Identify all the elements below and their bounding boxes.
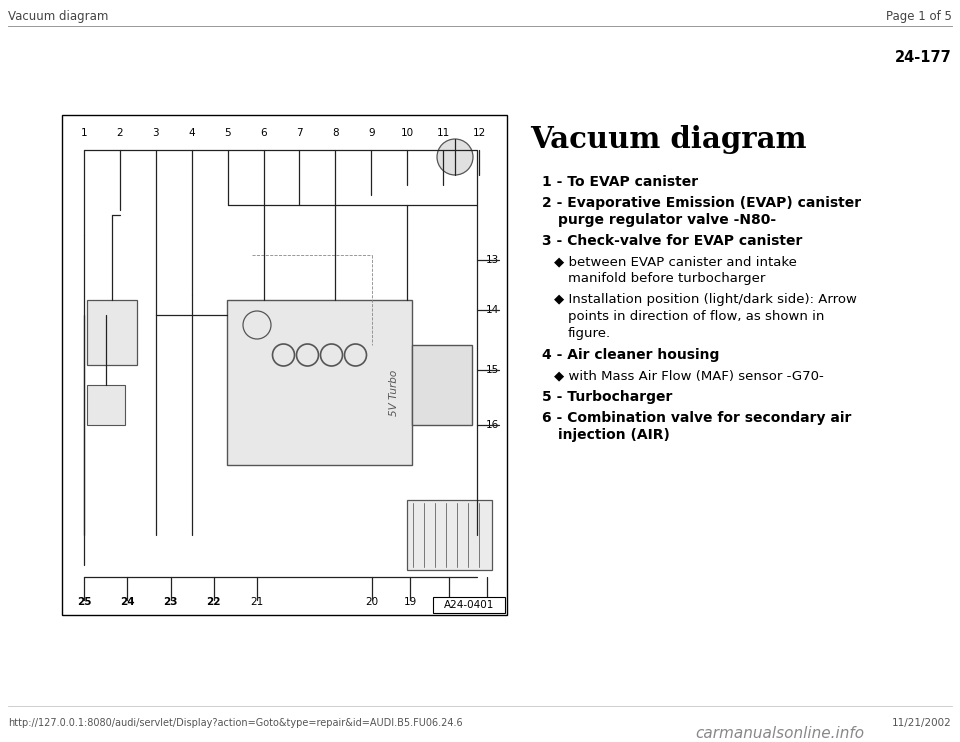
Text: 2 - Evaporative Emission (EVAP) canister: 2 - Evaporative Emission (EVAP) canister [542, 196, 861, 210]
Text: 18: 18 [442, 597, 455, 607]
Text: manifold before turbocharger: manifold before turbocharger [568, 272, 765, 285]
Text: 20: 20 [366, 597, 378, 607]
Text: 12: 12 [472, 128, 486, 138]
Text: 14: 14 [486, 305, 499, 315]
Text: 2: 2 [116, 128, 123, 138]
Text: 10: 10 [400, 128, 414, 138]
Circle shape [437, 139, 473, 175]
Text: 6: 6 [260, 128, 267, 138]
Text: 11/21/2002: 11/21/2002 [892, 718, 952, 728]
Bar [87, 300, 137, 365]
Text: 5: 5 [225, 128, 231, 138]
Text: 1 - To EVAP canister: 1 - To EVAP canister [542, 175, 698, 189]
Text: 15: 15 [486, 365, 499, 375]
Text: 6 - Combination valve for secondary air: 6 - Combination valve for secondary air [542, 411, 852, 425]
Text: 5 - Turbocharger: 5 - Turbocharger [542, 390, 672, 404]
Text: 8: 8 [332, 128, 339, 138]
Text: 1: 1 [81, 128, 87, 138]
Text: 11: 11 [437, 128, 449, 138]
Text: 23: 23 [163, 597, 178, 607]
Bar [62, 115, 507, 615]
Text: injection (AIR): injection (AIR) [558, 428, 670, 442]
Text: 4: 4 [188, 128, 195, 138]
Text: 7: 7 [296, 128, 302, 138]
Bar [87, 385, 125, 425]
Text: 22: 22 [206, 597, 221, 607]
Text: 9: 9 [368, 128, 374, 138]
Text: figure.: figure. [568, 327, 612, 340]
Text: Page 1 of 5: Page 1 of 5 [886, 10, 952, 23]
Text: 24-177: 24-177 [896, 50, 952, 65]
Text: 3 - Check-valve for EVAP canister: 3 - Check-valve for EVAP canister [542, 234, 803, 248]
Text: 17: 17 [480, 597, 493, 607]
Bar [227, 300, 412, 465]
Text: Vacuum diagram: Vacuum diagram [530, 125, 806, 154]
Text: ◆ with Mass Air Flow (MAF) sensor -G70-: ◆ with Mass Air Flow (MAF) sensor -G70- [554, 369, 824, 382]
Text: 25: 25 [77, 597, 91, 607]
Text: 21: 21 [251, 597, 264, 607]
Text: A24-0401: A24-0401 [444, 600, 494, 610]
Text: 19: 19 [404, 597, 417, 607]
Text: 16: 16 [486, 420, 499, 430]
Text: 5V Turbo: 5V Turbo [389, 370, 399, 416]
Text: carmanualsonline.info: carmanualsonline.info [695, 726, 865, 741]
Text: ◆ between EVAP canister and intake: ◆ between EVAP canister and intake [554, 255, 797, 268]
Text: 3: 3 [153, 128, 159, 138]
Text: 4 - Air cleaner housing: 4 - Air cleaner housing [542, 348, 719, 362]
Text: 24: 24 [120, 597, 134, 607]
Bar [407, 500, 492, 570]
Text: ◆ Installation position (light/dark side): Arrow: ◆ Installation position (light/dark side… [554, 293, 857, 306]
Text: Vacuum diagram: Vacuum diagram [8, 10, 108, 23]
Bar [412, 345, 472, 425]
Text: points in direction of flow, as shown in: points in direction of flow, as shown in [568, 310, 825, 323]
Text: http://127.0.0.1:8080/audi/servlet/Display?action=Goto&type=repair&id=AUDI.B5.FU: http://127.0.0.1:8080/audi/servlet/Displ… [8, 718, 463, 728]
Bar [433, 597, 505, 613]
Text: 13: 13 [486, 255, 499, 265]
Text: purge regulator valve -N80-: purge regulator valve -N80- [558, 213, 776, 227]
